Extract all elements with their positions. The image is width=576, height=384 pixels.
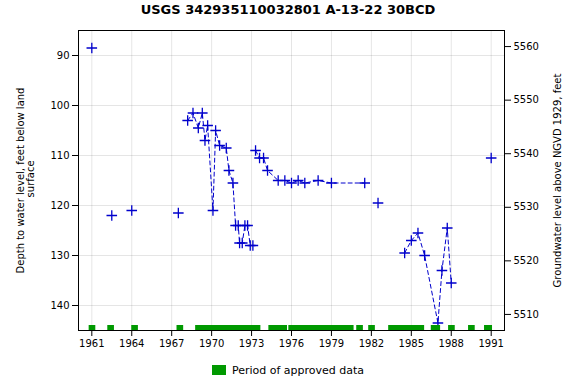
svg-text:110: 110	[50, 150, 69, 161]
svg-text:1970: 1970	[199, 338, 224, 349]
svg-text:Depth to water level, feet bel: Depth to water level, feet below land su…	[15, 88, 36, 274]
svg-text:100: 100	[50, 100, 69, 111]
svg-text:5530: 5530	[514, 201, 539, 212]
svg-text:5510: 5510	[514, 309, 539, 320]
svg-text:1976: 1976	[279, 338, 304, 349]
svg-text:1967: 1967	[159, 338, 184, 349]
svg-text:5520: 5520	[514, 255, 539, 266]
svg-text:1991: 1991	[478, 338, 503, 349]
html-text:Period of approved data: Period of approved data	[231, 363, 365, 377]
svg-text:5550: 5550	[514, 94, 539, 105]
svg-text:1961: 1961	[79, 338, 104, 349]
svg-text:5560: 5560	[514, 41, 539, 52]
svg-text:120: 120	[50, 200, 69, 211]
svg-text:140: 140	[50, 300, 69, 311]
svg-text:Groundwater level above NGVD 1: Groundwater level above NGVD 1929, feet	[552, 74, 563, 288]
svg-text:1982: 1982	[359, 338, 384, 349]
svg-text:90: 90	[57, 50, 70, 61]
svg-text:5540: 5540	[514, 148, 539, 159]
svg-text:1985: 1985	[399, 338, 424, 349]
svg-text:1973: 1973	[239, 338, 264, 349]
svg-text:1988: 1988	[439, 338, 464, 349]
svg-text:1979: 1979	[319, 338, 344, 349]
svg-text:130: 130	[50, 250, 69, 261]
svg-text:1964: 1964	[119, 338, 144, 349]
html-text:USGS 342935110032801 A-13-22 3: USGS 342935110032801 A-13-22 30BCD	[140, 2, 436, 17]
